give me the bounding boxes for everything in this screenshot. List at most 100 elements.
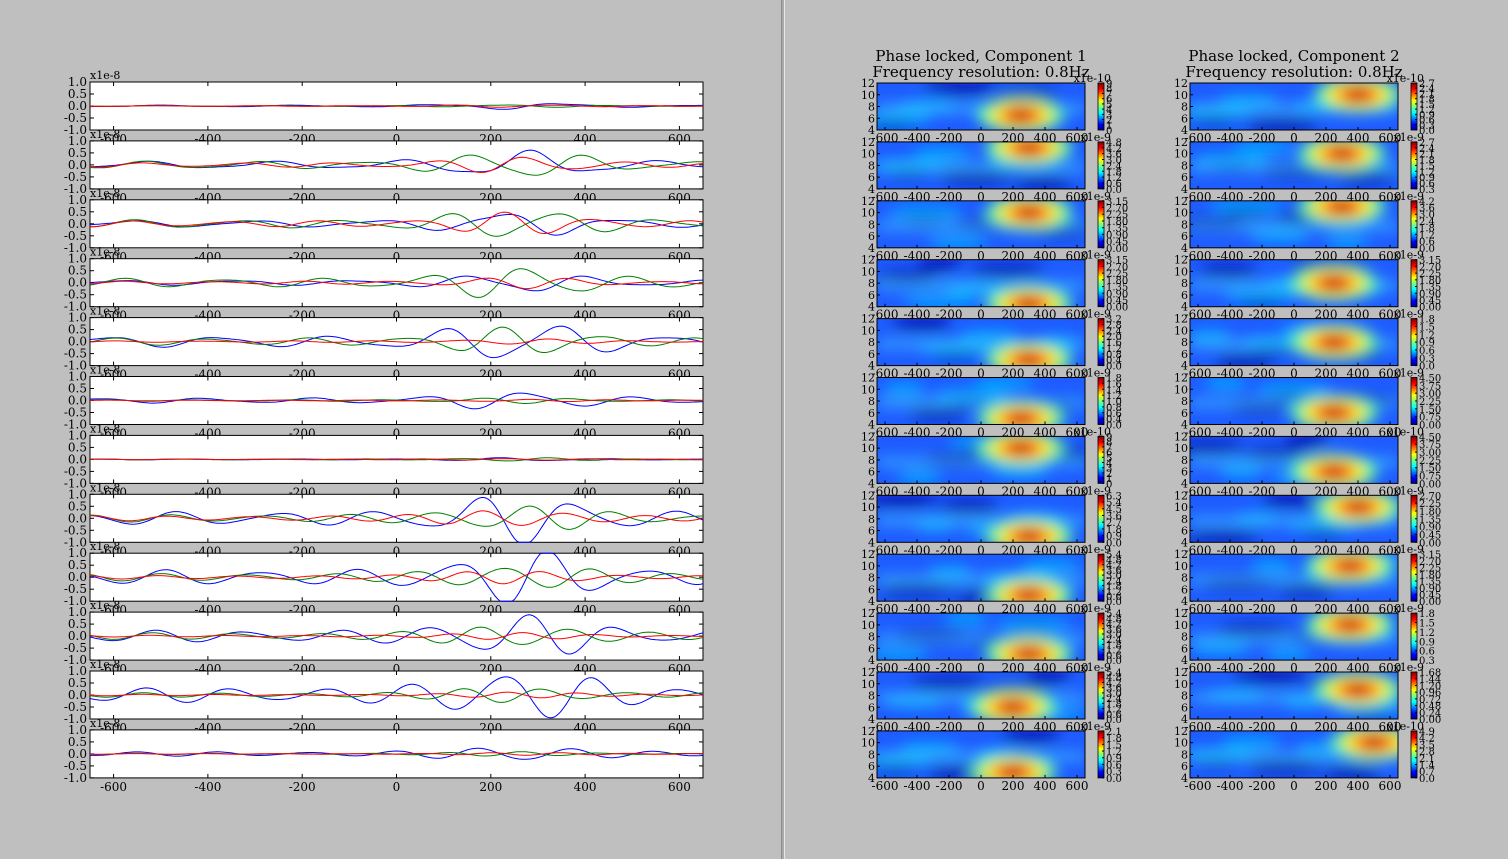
colorbar-tick-label: 0.00: [1419, 303, 1441, 314]
heatmap-texture-blob: [912, 146, 973, 161]
colorbar-tick-label: 3.6: [1419, 204, 1435, 215]
colorbar-offset-label: x1e-9: [1394, 308, 1424, 321]
colorbar-offset-label: x1e-9: [1081, 720, 1111, 733]
colorbar-tick-label: 1.35: [1106, 283, 1128, 294]
y-scale-offset-label: x1e-8: [90, 128, 120, 141]
ytick-label: 1.0: [68, 252, 87, 266]
ytick-label: 12: [1174, 666, 1188, 679]
ytick-label: -0.5: [64, 464, 87, 478]
colorbar-tick-label: 3.0: [1106, 630, 1122, 641]
time-series-panel-4: 1.00.50.0-0.5-1.0-600 -400 -200 0 200 400 600x…: [64, 246, 704, 323]
colorbar-offset-label: x1e-9: [1081, 308, 1111, 321]
ytick-label: 0.0: [68, 217, 87, 231]
pane-splitter[interactable]: [781, 0, 785, 859]
ytick-label: 0.0: [68, 276, 87, 290]
ytick-label: 12: [861, 254, 875, 267]
ytick-label: 12: [861, 77, 875, 90]
hot-spot-peak: [1340, 560, 1360, 571]
colorbar-tick-label: 0.90: [1106, 230, 1128, 241]
series-red-line: [89, 211, 704, 235]
ytick-label: 0.5: [68, 499, 87, 513]
xtick-label: 0: [1290, 190, 1298, 204]
xtick-label: 0: [977, 426, 985, 440]
colorbar-tick-label: 2.1: [1419, 150, 1435, 161]
xtick-label: 600: [1066, 779, 1089, 793]
colorbar-offset-label: x1e-9: [1081, 131, 1111, 144]
ytick-label: 12: [1174, 136, 1188, 149]
colorbar-tick-label: 1.8: [1106, 167, 1122, 178]
ytick-label: 0.5: [68, 382, 87, 396]
colorbar-tick-label: 3.5: [1419, 740, 1435, 751]
ytick-label: 6: [868, 171, 875, 184]
colorbar-tick-label: 1.8: [1106, 734, 1122, 745]
heatmap-texture-blob: [938, 500, 999, 515]
colorbar-tick-label: 0.45: [1419, 530, 1441, 541]
colorbar-tick-label: 0.0: [1419, 244, 1435, 255]
ytick-label: 12: [1174, 77, 1188, 90]
ytick-label: 10: [1174, 89, 1188, 102]
colorbar-offset-label: x1e-10: [1074, 425, 1111, 438]
xtick-label: 0: [393, 485, 401, 499]
xtick-label: 0: [393, 721, 401, 735]
ytick-label: 8: [868, 277, 875, 290]
ytick-label: 0.5: [68, 617, 87, 631]
colorbar-tick-label: 1.8: [1106, 374, 1122, 385]
heatmap-texture-blob: [1335, 170, 1396, 185]
colorbar-tick-label: 0.00: [1106, 303, 1128, 314]
colorbar-tick-label: 2: [1106, 116, 1112, 127]
colorbar-tick-label: 3.00: [1419, 448, 1441, 459]
xtick-label: 0: [977, 779, 985, 793]
colorbar-offset-label: x1e-9: [1081, 190, 1111, 203]
colorbar-tick-label: 0.9: [1106, 754, 1122, 765]
colorbar-tick-label: 0.0: [1419, 774, 1435, 785]
ytick-label: 4: [1181, 595, 1188, 608]
xtick-label: 0: [1290, 131, 1298, 145]
colorbar-offset-label: x1e-9: [1394, 661, 1424, 674]
colorbar-tick-label: 2.4: [1106, 161, 1122, 172]
colorbar-tick-label: 3.15: [1419, 550, 1441, 561]
heatmap-band: [877, 280, 1085, 291]
colorbar-offset-label: x1e-10: [1387, 72, 1424, 85]
ytick-label: 4: [868, 124, 875, 137]
colorbar-tick-label: 1.0: [1106, 397, 1122, 408]
colorbar-tick-label: 0.9: [1106, 532, 1122, 543]
ytick-label: 4: [1181, 242, 1188, 255]
ytick-label: 4: [868, 654, 875, 667]
colorbar-tick-label: 0.00: [1419, 538, 1441, 549]
colorbar-tick-label: 2.0: [1106, 332, 1122, 343]
colorbar-tick-label: 1.80: [1419, 276, 1441, 287]
ytick-label: 6: [1181, 112, 1188, 125]
xtick-label: -200: [289, 780, 316, 794]
xtick-label: 0: [393, 544, 401, 558]
ytick-label: 1.0: [68, 605, 87, 619]
ytick-label: 4: [1181, 654, 1188, 667]
ytick-label: 4: [868, 183, 875, 196]
y-scale-offset-label: x1e-8: [90, 187, 120, 200]
ytick-label: 4: [1181, 183, 1188, 196]
heatmap-band: [1190, 574, 1398, 585]
xtick-label: 600: [668, 780, 691, 794]
left-plot-pane: 1.0 0.5 0.0 -0.5 -1.0 -600 -400 -200 0 200 400 600 x…: [63, 69, 704, 794]
colorbar-tick-label: 0.6: [1419, 647, 1435, 658]
ytick-label: 0.0: [68, 394, 87, 408]
ytick-label: 4: [868, 536, 875, 549]
ytick-label: 10: [861, 265, 875, 278]
heatmap-texture-blob: [1013, 176, 1074, 189]
colorbar-tick-label: 1.35: [1419, 577, 1441, 588]
series-red-line: [89, 571, 703, 585]
ytick-label: 8: [1181, 748, 1188, 761]
colorbar-tick-label: 2.70: [1106, 262, 1128, 273]
ytick-label: 1.0: [68, 134, 87, 148]
colorbar-tick-label: 6.3: [1106, 491, 1122, 502]
colorbar-tick-label: 4.2: [1106, 620, 1122, 631]
colorbar: [1410, 612, 1418, 661]
column-title: Phase locked, Component 2: [1188, 47, 1399, 65]
ytick-label: 0.0: [68, 335, 87, 349]
colorbar-tick-label: 2.4: [1106, 635, 1122, 646]
panel-frame: [89, 199, 704, 249]
colorbar-tick-label: 1.6: [1106, 338, 1122, 349]
colorbar-tick-label: 1.50: [1419, 464, 1441, 475]
time-series-panel-7: 1.00.50.0-0.5-1.0-600 -400 -200 0 200 400 600x…: [64, 422, 704, 499]
hot-spot-peak: [1348, 684, 1368, 695]
